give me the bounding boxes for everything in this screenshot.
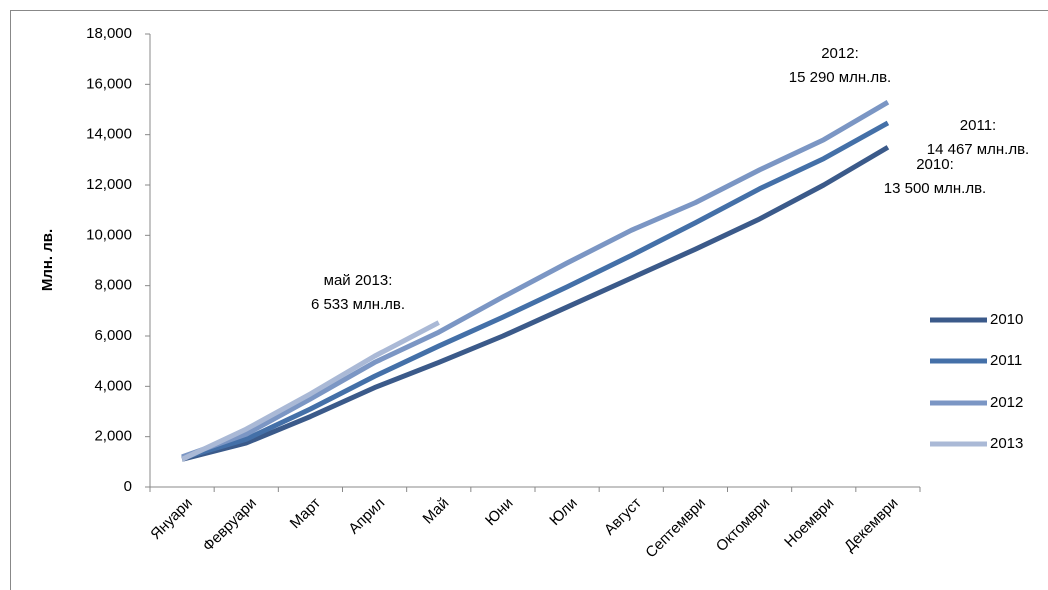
x-tick-label: Април: [345, 495, 388, 538]
series-line: [181, 100, 890, 460]
x-tick-label: Март: [287, 495, 324, 532]
chart-frame: [10, 10, 1048, 590]
series-line: [181, 145, 890, 462]
y-tick-label: 4,000: [94, 377, 132, 394]
y-tick-label: 0: [124, 478, 132, 495]
y-tick-label: 12,000: [86, 176, 132, 193]
y-tick-label: 18,000: [86, 25, 132, 42]
legend-label: 2011: [990, 352, 1022, 369]
annotation: 2012:: [821, 45, 859, 62]
annotation: 13 500 млн.лв.: [884, 180, 986, 197]
annotation: 2011:: [960, 117, 996, 134]
y-tick-label: 16,000: [86, 75, 132, 92]
x-tick-label: Декември: [841, 495, 902, 556]
x-tick-label: Октомври: [713, 495, 773, 555]
legend-label: 2012: [990, 394, 1023, 411]
x-tick-label: Септември: [642, 495, 709, 562]
y-tick-label: 10,000: [86, 226, 132, 243]
annotation: 6 533 млн.лв.: [311, 296, 405, 313]
annotation: 15 290 млн.лв.: [789, 69, 891, 86]
x-tick-label: Август: [601, 495, 645, 539]
y-tick-label: 14,000: [86, 126, 132, 143]
x-tick-label: Юни: [482, 495, 517, 530]
annotation: май 2013:: [324, 272, 393, 289]
x-tick-label: Февруари: [200, 495, 260, 555]
annotation: 14 467 млн.лв.: [927, 141, 1029, 158]
legend-label: 2013: [990, 435, 1023, 452]
y-axis-title: Млн. лв.: [39, 229, 56, 291]
x-tick-label: Ноември: [781, 495, 837, 551]
x-tick-label: Май: [420, 495, 453, 528]
y-tick-label: 2,000: [94, 428, 132, 445]
legend-label: 2010: [990, 311, 1023, 328]
x-tick-label: Януари: [147, 495, 195, 543]
x-tick-label: Юли: [546, 495, 580, 529]
series-line: [181, 120, 890, 461]
y-tick-label: 8,000: [94, 277, 132, 294]
annotation: 2010:: [916, 156, 954, 173]
y-tick-label: 6,000: [94, 327, 132, 344]
series-line: [181, 320, 440, 462]
